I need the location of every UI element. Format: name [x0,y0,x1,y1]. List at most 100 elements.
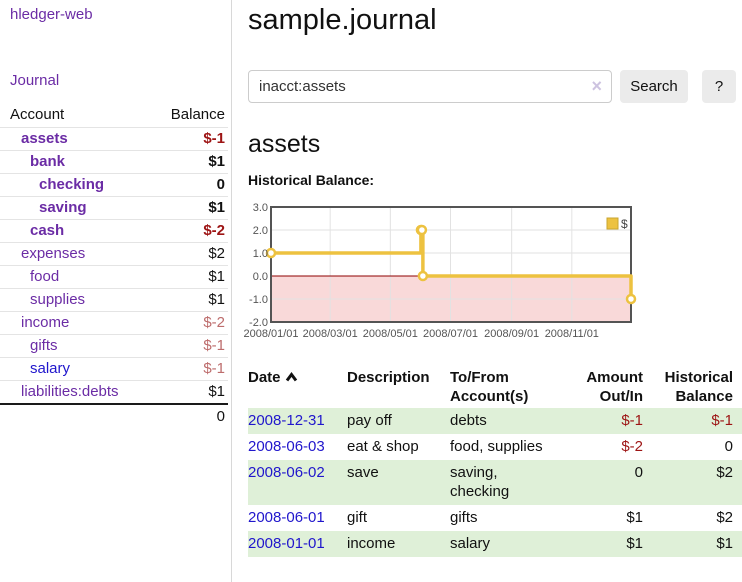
sidebar: hledger-web Journal Account Balance asse… [0,0,232,582]
transaction-date-link[interactable]: 2008-06-03 [248,438,325,456]
col-date-label: Date [248,369,281,387]
transaction-accounts: food, supplies [450,438,543,456]
svg-text:2008/01/01: 2008/01/01 [243,328,298,340]
register-header-row: Date Description To/From Account(s) Amou… [248,366,742,408]
register-row: 2008-06-02 save saving, checking 0 $2 [248,460,742,506]
account-link[interactable]: supplies [30,291,86,308]
svg-text:2.0: 2.0 [253,225,268,237]
page-title: sample.journal [248,4,437,36]
account-balance: $1 [208,153,225,170]
account-name-cell: gifts [0,335,154,358]
account-balance: $1 [208,199,225,216]
account-row: income $-2 [0,312,228,335]
account-balance: $-1 [203,337,225,354]
transaction-date-link[interactable]: 2008-06-01 [248,509,325,527]
svg-text:1.0: 1.0 [253,248,268,260]
account-heading: assets [248,130,321,159]
account-row: checking 0 [0,174,228,197]
account-row: liabilities:debts $1 [0,381,228,405]
transaction-date-link[interactable]: 2008-06-02 [248,464,325,482]
account-name-cell: salary [0,358,154,381]
transaction-date-cell: 2008-06-03 [248,434,347,460]
account-name-cell: bank [0,151,154,174]
transaction-balance: $-1 [711,412,733,430]
col-description[interactable]: Description [347,369,430,387]
brand-link[interactable]: hledger-web [10,6,93,23]
clear-search-icon[interactable]: × [591,76,602,97]
account-link[interactable]: salary [30,360,71,377]
account-link[interactable]: food [30,268,60,285]
accounts-total-spacer [0,404,154,429]
account-balance: $2 [208,245,225,262]
svg-text:-2.0: -2.0 [249,317,268,329]
accounts-total-row: 0 [0,404,228,429]
transaction-description: income [347,535,396,553]
search-form: × Search ? [248,70,742,104]
account-link[interactable]: checking [39,176,105,193]
svg-text:2008/05/01: 2008/05/01 [363,328,418,340]
account-name-cell: checking [0,174,154,197]
svg-text:3.0: 3.0 [253,202,268,214]
account-row: assets $-1 [0,128,228,151]
account-link[interactable]: saving [39,199,87,216]
register-table: Date Description To/From Account(s) Amou… [248,366,742,558]
transaction-date-link[interactable]: 2008-01-01 [248,535,325,553]
transaction-description: eat & shop [347,438,419,456]
account-row: cash $-2 [0,220,228,243]
col-accounts[interactable]: To/From Account(s) [450,369,529,406]
chart-title: Historical Balance: [248,172,375,189]
transaction-amount: $1 [626,509,643,527]
col-amount[interactable]: Amount Out/In [586,369,643,406]
account-balance: $1 [208,383,225,400]
account-row: saving $1 [0,197,228,220]
account-name-cell: saving [0,197,154,220]
search-button[interactable]: Search [620,70,688,104]
transaction-amount: $-1 [621,412,643,430]
help-button[interactable]: ? [702,70,736,104]
sort-asc-icon [285,368,298,387]
account-name-cell: liabilities:debts [0,381,154,405]
transaction-date-cell: 2008-06-02 [248,460,347,505]
transaction-description: gift [347,509,368,527]
transaction-date-link[interactable]: 2008-12-31 [248,412,325,430]
account-link[interactable]: expenses [21,245,86,262]
register-row: 2008-06-03 eat & shop food, supplies $-2… [248,434,742,460]
account-name-cell: expenses [0,243,154,266]
svg-text:-1.0: -1.0 [249,294,268,306]
account-balance: $1 [208,268,225,285]
account-balance: 0 [216,176,225,193]
transaction-date-cell: 2008-06-01 [248,505,347,531]
account-name-cell: food [0,266,154,289]
account-row: supplies $1 [0,289,228,312]
accounts-header-balance: Balance [170,106,225,123]
transaction-description: pay off [347,412,392,430]
account-balance: $-2 [203,314,225,331]
register-row: 2008-06-01 gift gifts $1 $2 [248,505,742,531]
transaction-amount: $-2 [621,438,643,456]
account-link[interactable]: cash [30,222,65,239]
account-balance: $1 [208,291,225,308]
svg-text:2008/07/01: 2008/07/01 [423,328,478,340]
account-link[interactable]: gifts [30,337,58,354]
transaction-accounts: gifts [450,509,478,527]
nav-journal-link[interactable]: Journal [10,72,60,89]
transaction-balance: $2 [716,464,733,482]
account-link[interactable]: assets [21,130,68,147]
historical-balance-chart: $3.0 2.0 1.0 0.0 -1.0 -2.0 2008/01/01 2008/03/0… [243,196,648,346]
transaction-balance: $1 [716,535,733,553]
search-input[interactable] [248,70,612,104]
transaction-amount: 0 [634,464,643,482]
search-box: × [248,70,612,104]
transaction-accounts: salary [450,535,491,553]
col-balance[interactable]: Historical Balance [664,369,733,406]
account-link[interactable]: income [21,314,70,331]
accounts-header-account: Account [10,106,65,123]
account-link[interactable]: liabilities:debts [21,383,119,400]
col-date[interactable]: Date [248,366,347,408]
accounts-total-value: 0 [216,408,225,425]
transaction-balance: $2 [716,509,733,527]
account-row: bank $1 [0,151,228,174]
account-link[interactable]: bank [30,153,66,170]
transaction-date-cell: 2008-12-31 [248,408,347,434]
